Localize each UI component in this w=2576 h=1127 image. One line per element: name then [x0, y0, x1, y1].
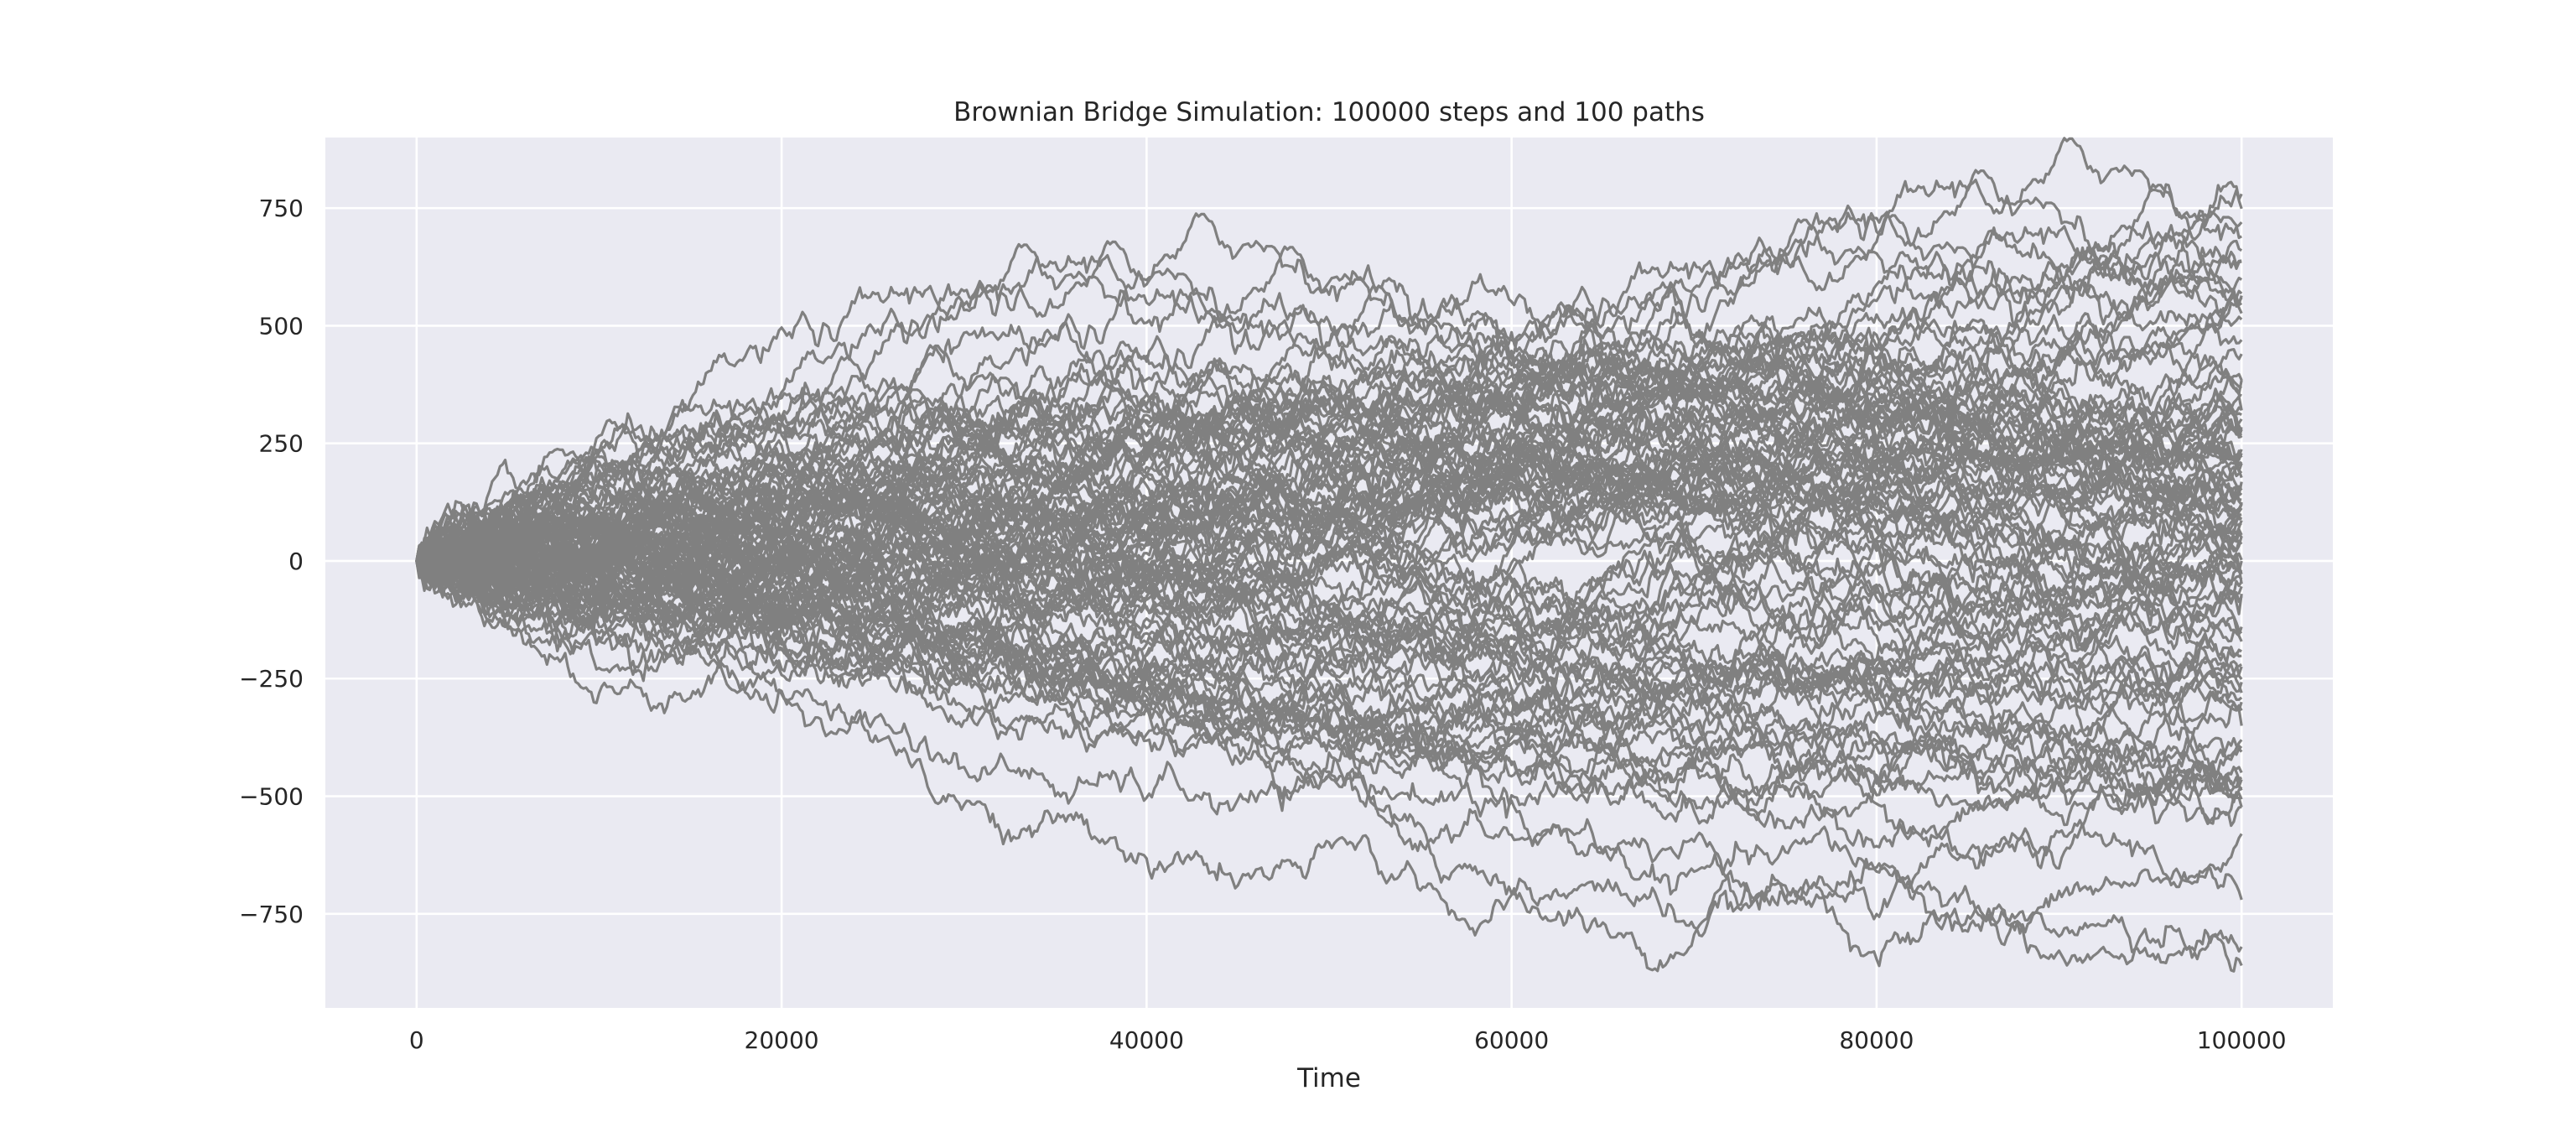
- series-line: [415, 524, 2243, 796]
- series-line: [415, 406, 2243, 644]
- chart-title: Brownian Bridge Simulation: 100000 steps…: [953, 97, 1705, 127]
- y-tick-label: 250: [259, 430, 304, 458]
- series-line: [415, 348, 2243, 590]
- series-line: [416, 519, 2243, 745]
- y-tick-label: 0: [288, 548, 304, 575]
- x-tick-label: 40000: [1109, 1026, 1184, 1054]
- y-tick-label: 500: [259, 312, 304, 340]
- x-tick-label: 20000: [745, 1026, 819, 1054]
- y-axis-ticks: −750 −500 −250 0 250 500 750: [239, 195, 304, 928]
- series-line: [415, 363, 2242, 588]
- y-tick-label: −250: [239, 665, 304, 693]
- x-tick-label: 100000: [2197, 1026, 2287, 1054]
- series-line: [415, 518, 2243, 748]
- series-line: [416, 384, 2243, 619]
- series-line: [415, 530, 2243, 810]
- series-line: [415, 531, 2243, 761]
- x-tick-label: 80000: [1839, 1026, 1914, 1054]
- x-axis-label: Time: [1296, 1063, 1361, 1093]
- series-line: [415, 464, 2242, 642]
- x-tick-label: 0: [409, 1026, 424, 1054]
- series-line: [415, 534, 2243, 807]
- series-line: [415, 218, 2243, 648]
- y-tick-label: −750: [239, 901, 304, 928]
- x-tick-label: 60000: [1474, 1026, 1549, 1054]
- series-line: [416, 487, 2243, 973]
- series-line: [415, 554, 2243, 973]
- series-line: [415, 417, 2242, 611]
- series-line: [415, 452, 2243, 687]
- series-line: [415, 251, 2243, 589]
- series-line: [415, 374, 2243, 579]
- series-lines: [415, 137, 2243, 973]
- x-axis-ticks: 0 20000 40000 60000 80000 100000: [409, 1026, 2287, 1054]
- series-line: [415, 340, 2243, 569]
- series-line: [415, 371, 2243, 566]
- y-tick-label: 750: [259, 195, 304, 222]
- series-line: [415, 245, 2242, 608]
- y-tick-label: −500: [239, 783, 304, 811]
- series-line: [415, 356, 2242, 673]
- series-line: [415, 554, 2243, 696]
- series-line: [415, 447, 2243, 615]
